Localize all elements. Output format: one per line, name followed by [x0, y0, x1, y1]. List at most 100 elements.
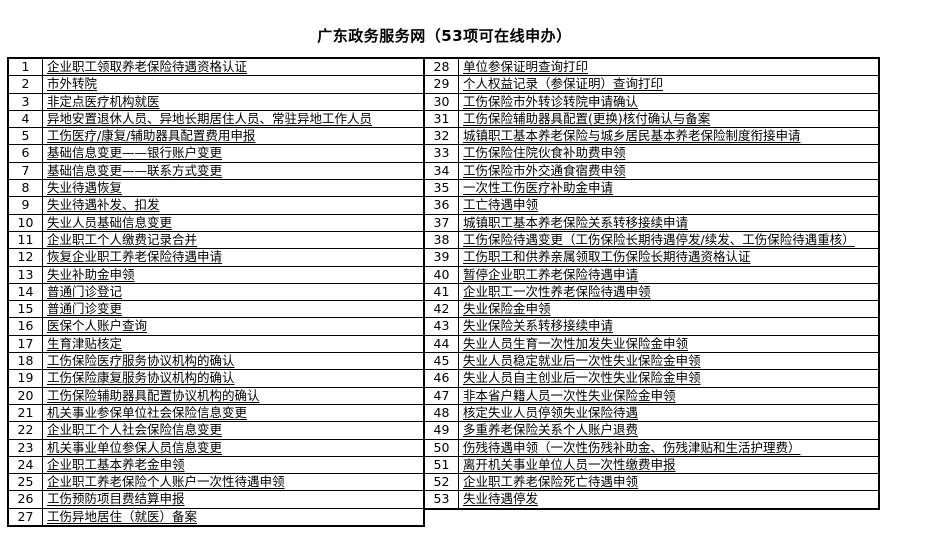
service-item-link[interactable]: 医保个人账户查询: [42, 317, 425, 336]
service-item-link[interactable]: 暂停企业职工养老保险待遇申请: [458, 265, 880, 284]
table-row: 11 企业职工个人缴费记录合并: [7, 230, 425, 250]
item-number: 12: [7, 248, 43, 267]
service-item-link[interactable]: 失业保险金申领: [458, 300, 880, 319]
service-item-link[interactable]: 机关事业参保单位社会保险信息变更: [42, 403, 425, 423]
service-item-link[interactable]: 多重养老保险关系个人账户退费: [458, 421, 880, 440]
service-item-link[interactable]: 伤残待遇申领（一次性伤残补助金、伤残津贴和生活护理费）: [458, 438, 880, 457]
table-row: 5 工伤医疗/康复/辅助器具配置费用申报: [7, 127, 425, 146]
service-item-link[interactable]: 异地安置退休人员、异地长期居住人员、常驻异地工作人员: [42, 109, 425, 129]
service-item-label: 失业人员自主创业后一次性失业保险金申领: [463, 370, 701, 386]
service-item-label: 暂停企业职工养老保险待遇申请: [463, 266, 639, 282]
service-item-link[interactable]: 普通门诊登记: [42, 282, 425, 302]
service-item-link[interactable]: 非本省户籍人员一次性失业保险金申领: [458, 386, 880, 405]
item-number: 5: [7, 127, 43, 146]
service-item-link[interactable]: 工伤保险辅助器具配置(更换)核付确认与备案: [458, 109, 880, 129]
service-item-link[interactable]: 工伤保险康复服务协议机构的确认: [42, 369, 425, 388]
service-item-label: 离开机关事业单位人员一次性缴费申报: [463, 456, 676, 472]
service-item-link[interactable]: 个人权益记录（参保证明）查询打印: [458, 75, 880, 94]
service-item-label: 市外转院: [47, 76, 98, 92]
service-item-link[interactable]: 城镇职工基本养老保险与城乡居民基本养老保险制度衔接申请: [458, 127, 880, 146]
service-item-link[interactable]: 企业职工基本养老金申领: [42, 455, 425, 475]
service-item-link[interactable]: 普通门诊变更: [42, 300, 425, 319]
item-number: 39: [423, 248, 459, 267]
service-item-link[interactable]: 企业职工领取养老保险待遇资格认证: [42, 57, 425, 77]
service-item-link[interactable]: 工伤异地居住（就医）备案: [42, 507, 425, 527]
service-item-label: 城镇职工基本养老保险与城乡居民基本养老保险制度衔接申请: [463, 128, 801, 144]
service-item-link[interactable]: 非定点医疗机构就医: [42, 92, 425, 111]
service-item-link[interactable]: 恢复企业职工养老保险待遇申请: [42, 248, 425, 267]
service-item-link[interactable]: 企业职工个人缴费记录合并: [42, 230, 425, 250]
service-item-link[interactable]: 失业待遇恢复: [42, 179, 425, 198]
item-number: 11: [7, 230, 43, 250]
service-item-label: 基础信息变更——联系方式变更: [47, 162, 223, 178]
service-item-link[interactable]: 城镇职工基本养老保险关系转移接续申请: [458, 213, 880, 232]
service-item-link[interactable]: 企业职工养老保险死亡待遇申领: [458, 473, 880, 492]
service-item-link[interactable]: 工伤保险待遇变更（工伤保险长期待遇停发/续发、工伤保险待遇重核）: [458, 230, 880, 250]
table-row: 16 医保个人账户查询: [7, 317, 425, 336]
service-item-link[interactable]: 基础信息变更——联系方式变更: [42, 161, 425, 181]
service-item-link[interactable]: 失业人员稳定就业后一次性失业保险金申领: [458, 352, 880, 371]
service-item-link[interactable]: 生育津贴核定: [42, 334, 425, 354]
item-number: 43: [423, 317, 459, 336]
service-item-link[interactable]: 失业人员自主创业后一次性失业保险金申领: [458, 369, 880, 388]
service-item-link[interactable]: 失业待遇补发、扣发: [42, 196, 425, 215]
item-number: 52: [423, 473, 459, 492]
table-row: 25 企业职工养老保险个人账户一次性待遇申领: [7, 473, 425, 492]
service-item-link[interactable]: 失业人员基础信息变更: [42, 213, 425, 232]
table-row: 46 失业人员自主创业后一次性失业保险金申领: [423, 369, 880, 388]
table-row: 27 工伤异地居住（就医）备案: [7, 507, 425, 527]
item-number: 9: [7, 196, 43, 215]
service-item-link[interactable]: 工伤保险市外转诊转院申请确认: [458, 92, 880, 111]
service-item-link[interactable]: 核定失业人员停领失业保险待遇: [458, 403, 880, 423]
table-row: 24 企业职工基本养老金申领: [7, 455, 425, 475]
item-number: 8: [7, 179, 43, 198]
service-item-label: 失业保险关系转移接续申请: [463, 318, 614, 334]
table-row: 35 一次性工伤医疗补助金申请: [423, 179, 880, 198]
table-row: 13 失业补助金申领: [7, 265, 425, 284]
service-item-link[interactable]: 工伤保险医疗服务协议机构的确认: [42, 352, 425, 371]
service-item-link[interactable]: 企业职工个人社会保险信息变更: [42, 421, 425, 440]
service-item-label: 企业职工个人社会保险信息变更: [47, 422, 223, 438]
service-item-link[interactable]: 机关事业单位参保人员信息变更: [42, 438, 425, 457]
service-item-link[interactable]: 失业待遇停发: [458, 490, 880, 510]
item-number: 35: [423, 179, 459, 198]
item-number: 25: [7, 473, 43, 492]
service-item-label: 工伤保险医疗服务协议机构的确认: [47, 353, 235, 369]
service-item-label: 失业人员基础信息变更: [47, 214, 173, 230]
service-item-link[interactable]: 单位参保证明查询打印: [458, 57, 880, 77]
service-item-link[interactable]: 企业职工一次性养老保险待遇申领: [458, 282, 880, 302]
service-item-label: 普通门诊变更: [47, 301, 123, 317]
service-item-label: 工亡待遇申领: [463, 197, 539, 213]
item-number: 50: [423, 438, 459, 457]
table-row: 6 基础信息变更——银行账户变更: [7, 144, 425, 163]
service-item-link[interactable]: 工伤医疗/康复/辅助器具配置费用申报: [42, 127, 425, 146]
service-item-link[interactable]: 市外转院: [42, 75, 425, 94]
service-item-link[interactable]: 失业补助金申领: [42, 265, 425, 284]
service-item-link[interactable]: 基础信息变更——银行账户变更: [42, 144, 425, 163]
service-item-link[interactable]: 工伤保险市外交通食宿费申领: [458, 161, 880, 181]
item-number: 14: [7, 282, 43, 302]
table-row: 47 非本省户籍人员一次性失业保险金申领: [423, 386, 880, 405]
service-item-label: 失业人员稳定就业后一次性失业保险金申领: [463, 353, 701, 369]
table-row: 31 工伤保险辅助器具配置(更换)核付确认与备案: [423, 109, 880, 129]
service-item-label: 失业待遇停发: [463, 491, 539, 507]
service-table-right: 28 单位参保证明查询打印 29 个人权益记录（参保证明）查询打印 30 工伤保险市外转诊…: [423, 57, 880, 510]
service-item-link[interactable]: 企业职工养老保险个人账户一次性待遇申领: [42, 473, 425, 492]
table-row: 23 机关事业单位参保人员信息变更: [7, 438, 425, 457]
service-item-link[interactable]: 失业人员生育一次性加发失业保险金申领: [458, 334, 880, 354]
service-item-link[interactable]: 工亡待遇申领: [458, 196, 880, 215]
service-item-link[interactable]: 工伤预防项目费结算申报: [42, 490, 425, 509]
service-item-label: 企业职工养老保险个人账户一次性待遇申领: [47, 474, 285, 490]
service-item-label: 企业职工养老保险死亡待遇申领: [463, 474, 639, 490]
service-item-link[interactable]: 工伤保险住院伙食补助费申领: [458, 144, 880, 163]
table-row: 26 工伤预防项目费结算申报: [7, 490, 425, 509]
service-item-link[interactable]: 失业保险关系转移接续申请: [458, 317, 880, 336]
table-row: 12 恢复企业职工养老保险待遇申请: [7, 248, 425, 267]
service-item-link[interactable]: 离开机关事业单位人员一次性缴费申报: [458, 455, 880, 475]
service-item-link[interactable]: 一次性工伤医疗补助金申请: [458, 179, 880, 198]
item-number: 7: [7, 161, 43, 181]
service-item-link[interactable]: 工伤保险辅助器具配置协议机构的确认: [42, 386, 425, 405]
service-item-link[interactable]: 工伤职工和供养亲属领取工伤保险长期待遇资格认证: [458, 248, 880, 267]
item-number: 48: [423, 403, 459, 423]
table-row: 53 失业待遇停发: [423, 490, 880, 510]
